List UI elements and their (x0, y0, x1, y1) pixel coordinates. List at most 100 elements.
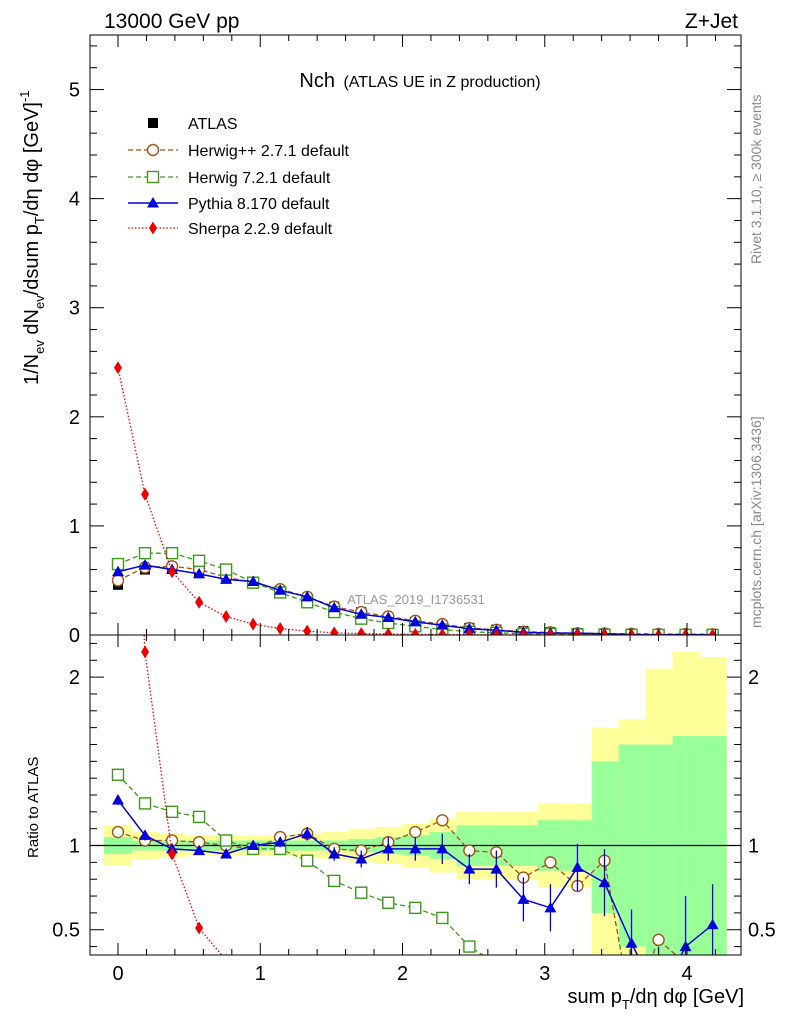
ratio-point-herwig7 (328, 874, 341, 888)
ratio-series-sherpa (141, 635, 554, 1012)
main-point-pythia (247, 575, 260, 587)
main-point-sherpa (411, 627, 420, 635)
ratio-point-pythia (679, 940, 692, 952)
main-point-sherpa (573, 628, 582, 635)
ratio-point-herwig7 (463, 940, 476, 953)
ratio-point-sherpa (276, 982, 284, 995)
ratio-y-tick-label-right: 2 (748, 667, 759, 689)
main-point-herwig7 (165, 546, 179, 560)
ratio-point-herwig7 (355, 886, 368, 899)
main-point-sherpa (222, 609, 231, 623)
x-tick-label: 3 (539, 963, 550, 985)
x-tick-label: 4 (681, 963, 692, 985)
main-point-sherpa (627, 628, 636, 635)
main-point-sherpa (681, 628, 690, 635)
ratio-point-sherpa (195, 921, 204, 935)
ratio-y-tick-label: 0.5 (52, 920, 80, 942)
main-point-pythia (328, 601, 341, 613)
ratio-point-herwig7 (409, 901, 422, 915)
analysis-watermark: ATLAS_2019_I1736531 (347, 592, 485, 607)
ratio-point-herwig7 (491, 958, 502, 969)
ratio-y-tick-label: 2 (69, 667, 80, 689)
legend-label-atlas: ATLAS (188, 116, 238, 133)
main-point-pythia (112, 565, 124, 577)
main-point-sherpa (492, 628, 501, 635)
main-point-sherpa (249, 617, 258, 631)
main-point-pythia (463, 622, 476, 634)
main-point-sherpa (330, 626, 339, 635)
ratio-point-herwig7 (219, 834, 233, 847)
x-tick-label: 1 (255, 963, 266, 985)
x-tick-label: 2 (397, 963, 408, 985)
header-process-label: Z+Jet (685, 10, 738, 33)
ratio-point-sherpa (225, 953, 228, 955)
legend: ATLAS Herwig++ 2.7.1 default Herwig 7.2.… (128, 116, 350, 238)
ratio-point-herwig7 (165, 805, 179, 819)
ratio-y-tick-label-right: 0.5 (748, 920, 776, 942)
ratio-point-pythia (706, 918, 719, 930)
ratio-point-pythia (247, 839, 260, 851)
ratio-point-sherpa (141, 645, 150, 659)
ratio-point-herwig7 (436, 911, 449, 925)
main-point-pythia (193, 567, 206, 579)
main-point-sherpa (114, 361, 122, 375)
ratio-point-pythia (193, 844, 206, 856)
main-point-sherpa (276, 621, 285, 635)
ratio-point-herwig7 (111, 768, 125, 781)
legend-entry-pythia: Pythia 8.170 default (128, 196, 330, 213)
legend-entry-herwig7: Herwig 7.2.1 default (128, 170, 331, 187)
main-y-tick-label: 4 (69, 189, 80, 211)
main-y-tick-label: 2 (69, 407, 80, 429)
ratio-plot-frame (89, 634, 742, 956)
ratio-point-sherpa (411, 999, 419, 1012)
main-point-pythia (355, 608, 368, 619)
ratio-point-sherpa (384, 999, 392, 1012)
header-collision-label: 13000 GeV pp (104, 10, 239, 33)
ratio-point-pythia (463, 863, 476, 874)
ratio-point-pythia (571, 861, 584, 872)
ratio-point-pythia (355, 853, 368, 864)
axis-ticks: 0 1 2 3 4 0 1 2 3 4 5 0.5 0.5 1 1 2 2 (52, 35, 776, 985)
ratio-point-pythia (544, 901, 557, 913)
ratio-point-herwig7 (382, 896, 395, 909)
legend-marker-sherpa (149, 221, 157, 235)
main-point-pythia (220, 573, 233, 584)
ratio-band-inner (645, 744, 673, 955)
ratio-point-pythia (139, 829, 152, 840)
legend-marker-herwigpp (146, 143, 160, 157)
ratio-point-herwig7 (192, 810, 206, 824)
legend-entry-sherpa: Sherpa 2.2.9 default (128, 221, 333, 238)
main-y-tick-label: 5 (69, 80, 80, 102)
ratio-point-herwig7 (138, 797, 152, 810)
ratio-point-herwigpp (652, 933, 665, 947)
legend-marker-atlas (148, 118, 158, 128)
legend-entry-atlas: ATLAS (148, 116, 238, 133)
main-point-sherpa (141, 487, 150, 501)
ratio-point-pythia (436, 842, 449, 854)
ratio-point-pythia (625, 937, 638, 948)
ratio-point-herwigpp (409, 825, 422, 839)
main-point-sherpa (438, 628, 447, 635)
main-point-sherpa (546, 628, 555, 635)
ratio-point-herwigpp (544, 856, 557, 869)
ratio-point-herwigpp (436, 814, 449, 827)
main-point-pythia (301, 590, 314, 602)
ratio-point-sherpa (546, 999, 554, 1012)
ratio-point-pythia (517, 893, 530, 904)
ratio-point-herwig7 (300, 854, 314, 867)
ratio-point-pythia (112, 794, 124, 805)
x-tick-label: 0 (112, 963, 123, 985)
x-axis-label: sum pT/dη dφ [GeV] (567, 986, 744, 1012)
main-point-sherpa (384, 627, 393, 635)
legend-label-pythia: Pythia 8.170 default (188, 196, 330, 213)
ratio-point-sherpa (492, 999, 500, 1012)
main-point-sherpa (357, 627, 366, 635)
ratio-point-sherpa (168, 847, 177, 861)
legend-label-herwigpp: Herwig++ 2.7.1 default (188, 143, 350, 160)
ratio-point-sherpa (357, 997, 365, 1010)
main-series-sherpa (114, 361, 717, 635)
ratio-point-sherpa (438, 999, 446, 1012)
main-y-tick-label: 1 (69, 516, 80, 538)
main-point-pythia (139, 559, 152, 570)
